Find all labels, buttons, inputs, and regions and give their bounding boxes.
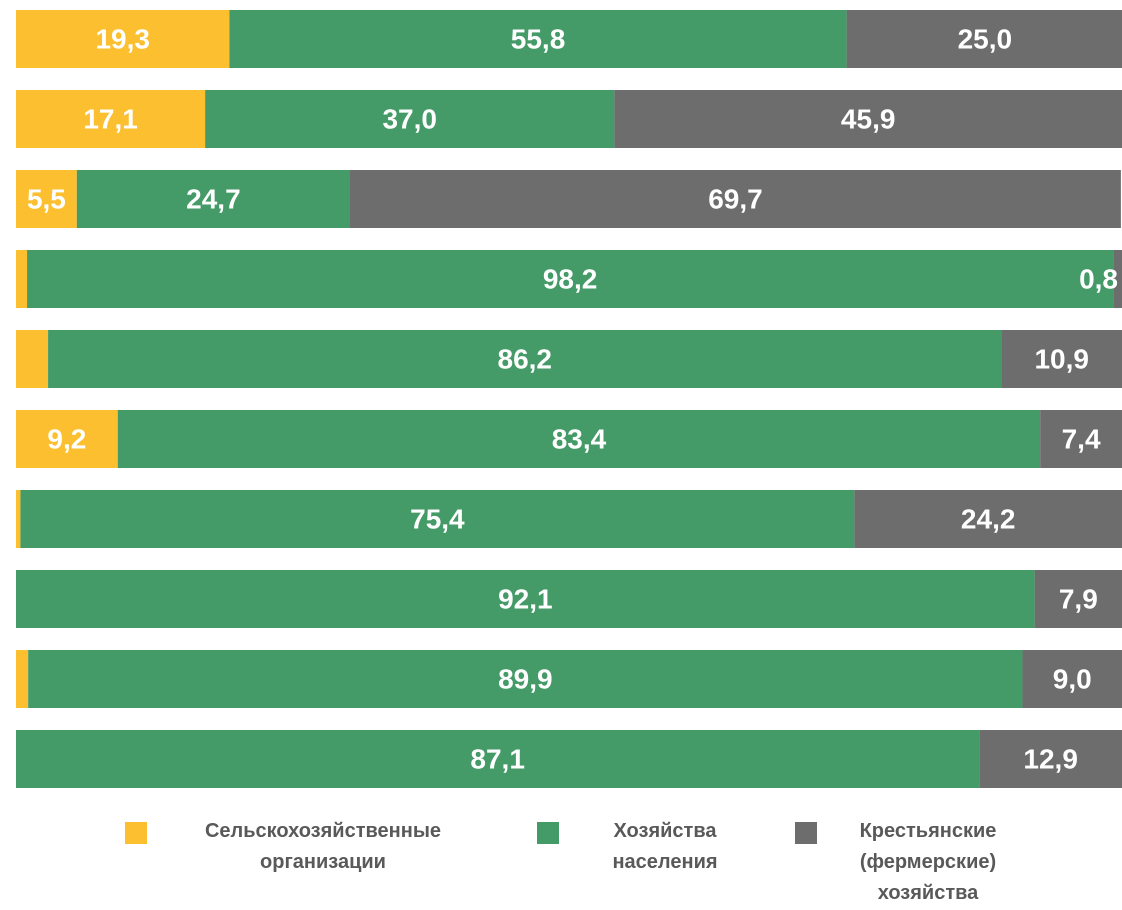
value-label: 89,9 [498,664,553,695]
value-label: 12,9 [1023,744,1078,775]
legend-item: Крестьянские (фермерские) хозяйства [795,820,1023,909]
bar-segment [16,170,77,228]
value-label: 55,8 [511,24,566,55]
value-label: 0,8 [1079,264,1118,295]
legend-label: Крестьянские (фермерские) хозяйства [859,820,997,904]
value-label: 86,2 [498,344,553,375]
value-label: 9,2 [47,424,86,455]
bar-segment [16,410,118,468]
bar-segment [27,250,1114,308]
bar-segment [205,90,615,148]
bar-segment [48,330,1002,388]
bar-segment [16,330,49,388]
legend-swatch [537,822,559,844]
bar-segment [350,170,1121,228]
bar-segment [16,10,230,68]
legend-item: Сельскохозяйственные организации [125,820,483,878]
value-label: 19,3 [95,24,150,55]
bar-segment [1022,650,1122,708]
bar-segment [20,490,855,548]
bar-segment [1113,250,1122,308]
legend-swatch [795,822,817,844]
bar-segment [854,490,1122,548]
value-label: 25,0 [958,24,1013,55]
bar-segment [76,170,351,228]
value-label: 83,4 [552,424,607,455]
value-label: 10,9 [1034,344,1089,375]
bar-segment [16,570,1035,628]
bar-segment [117,410,1041,468]
bar-segment [16,490,21,548]
value-label: 92,1 [498,584,553,615]
legend-label: Сельскохозяйственные организации [204,820,442,873]
bar-segment [16,250,28,308]
value-label: 17,1 [83,104,138,135]
bar-segment [16,90,206,148]
bar-segment [1001,330,1122,388]
value-label: 98,2 [543,264,598,295]
bar-segment [979,730,1122,788]
value-label: 75,4 [410,504,465,535]
legend-swatch [125,822,147,844]
bar-segment [28,650,1023,708]
bar-segment [614,90,1122,148]
bar-segment [846,10,1122,68]
value-label: 7,9 [1059,584,1098,615]
value-label: 45,9 [841,104,896,135]
bar-segment [16,730,980,788]
legend-item: Хозяйства населения [537,820,755,878]
chart: 19,355,825,017,137,045,95,524,769,71,098… [16,10,1122,788]
value-label: 87,1 [470,744,525,775]
value-label: 69,7 [708,184,763,215]
bar-segment [16,650,29,708]
value-label: 37,0 [382,104,437,135]
value-label: 9,0 [1053,664,1092,695]
bar-segment [1034,570,1122,628]
value-label: 5,5 [27,184,66,215]
value-label: 24,2 [961,504,1016,535]
value-label: 24,7 [186,184,241,215]
legend-label: Хозяйства населения [612,820,718,873]
value-label: 7,4 [1062,424,1101,455]
bar-segment [229,10,847,68]
bar-segment [1040,410,1122,468]
